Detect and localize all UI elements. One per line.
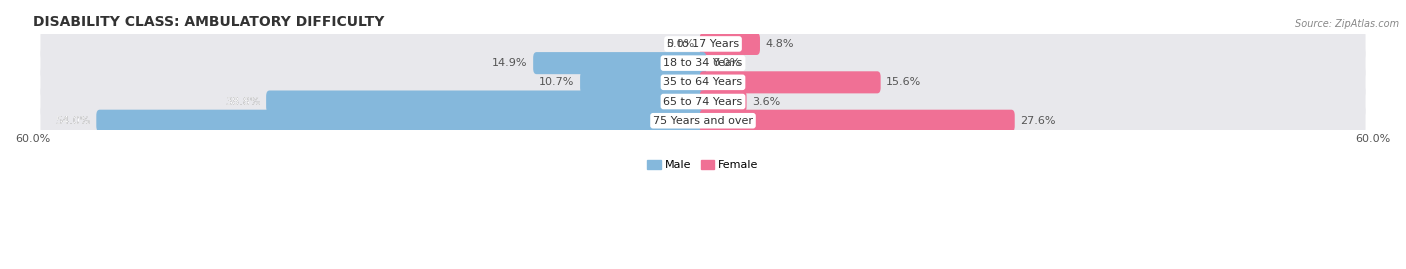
Text: 38.8%: 38.8% <box>225 97 260 107</box>
FancyBboxPatch shape <box>581 71 706 93</box>
Text: 4.8%: 4.8% <box>766 39 794 49</box>
Text: 54.0%: 54.0% <box>55 116 91 126</box>
Text: 0.0%: 0.0% <box>711 58 740 68</box>
Text: 38.8%: 38.8% <box>225 97 260 107</box>
FancyBboxPatch shape <box>700 33 761 55</box>
FancyBboxPatch shape <box>96 110 706 132</box>
Text: 18 to 34 Years: 18 to 34 Years <box>664 58 742 68</box>
Text: 27.6%: 27.6% <box>1021 116 1056 126</box>
FancyBboxPatch shape <box>266 90 706 112</box>
Text: DISABILITY CLASS: AMBULATORY DIFFICULTY: DISABILITY CLASS: AMBULATORY DIFFICULTY <box>32 15 384 29</box>
FancyBboxPatch shape <box>700 110 1015 132</box>
Text: 5 to 17 Years: 5 to 17 Years <box>666 39 740 49</box>
FancyBboxPatch shape <box>41 21 1365 67</box>
Text: Source: ZipAtlas.com: Source: ZipAtlas.com <box>1295 19 1399 29</box>
Text: 15.6%: 15.6% <box>886 77 921 87</box>
FancyBboxPatch shape <box>700 71 880 93</box>
Text: 14.9%: 14.9% <box>492 58 527 68</box>
Text: 65 to 74 Years: 65 to 74 Years <box>664 97 742 107</box>
Legend: Male, Female: Male, Female <box>643 155 763 175</box>
FancyBboxPatch shape <box>41 78 1365 125</box>
Text: 0.0%: 0.0% <box>666 39 695 49</box>
Text: 35 to 64 Years: 35 to 64 Years <box>664 77 742 87</box>
Text: 75 Years and over: 75 Years and over <box>652 116 754 126</box>
FancyBboxPatch shape <box>533 52 706 74</box>
Text: 10.7%: 10.7% <box>538 77 575 87</box>
FancyBboxPatch shape <box>41 59 1365 105</box>
Text: 3.6%: 3.6% <box>752 97 780 107</box>
FancyBboxPatch shape <box>700 90 747 112</box>
FancyBboxPatch shape <box>41 40 1365 86</box>
Text: 54.0%: 54.0% <box>55 116 91 126</box>
FancyBboxPatch shape <box>41 97 1365 144</box>
